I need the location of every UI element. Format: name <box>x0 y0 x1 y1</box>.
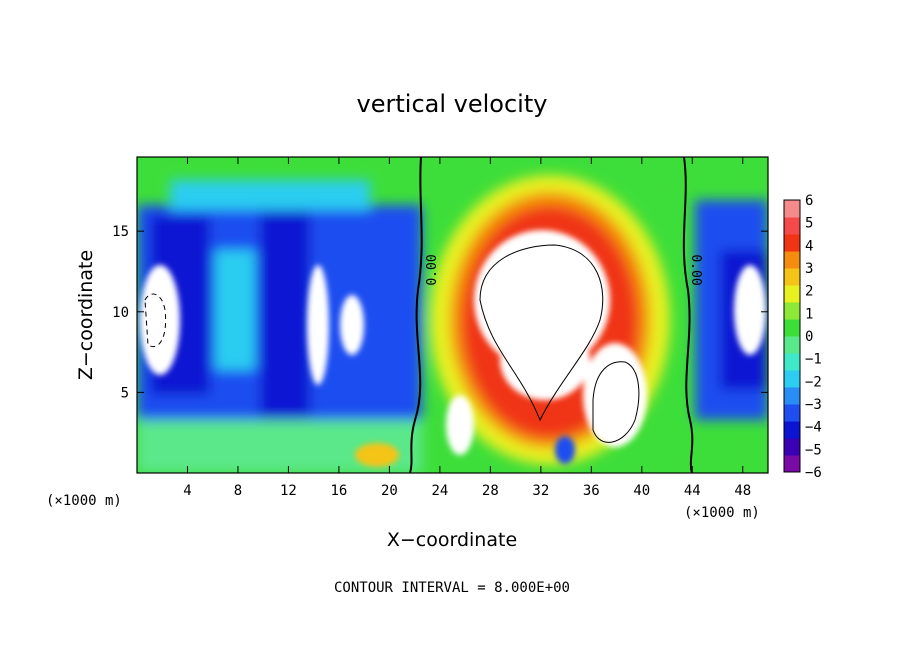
colorbar-swatch <box>784 285 800 303</box>
colorbar-swatch <box>784 421 800 439</box>
colorbar-tick-label: −4 <box>805 420 822 436</box>
x-tick-label: 40 <box>633 483 650 499</box>
x-unit-label: (×1000 m) <box>46 493 122 509</box>
colorbar-swatch <box>784 200 800 218</box>
colorbar-tick-label: −2 <box>805 374 822 390</box>
colorbar-swatch <box>784 319 800 337</box>
colorbar-swatch <box>784 234 800 252</box>
x-tick-label: 4 <box>183 483 191 499</box>
colorbar-swatch <box>784 353 800 371</box>
colorbar-swatch <box>784 370 800 388</box>
colorbar-tick-label: −5 <box>805 442 822 458</box>
chart-title: vertical velocity <box>357 90 548 118</box>
colorbar-swatch <box>784 268 800 286</box>
colorbar-tick-label: 3 <box>805 261 813 277</box>
colorbar-swatch <box>784 336 800 354</box>
y-tick-label: 10 <box>112 305 129 321</box>
x-axis-ticks: 4 8 12 16 20 24 28 32 36 40 44 48 <box>183 157 751 499</box>
colorbar-tick-label: 4 <box>805 238 813 254</box>
x-tick-label: 36 <box>583 483 600 499</box>
y-tick-label: 5 <box>121 385 129 401</box>
colorbar-swatch <box>784 455 800 473</box>
colorbar-swatch <box>784 404 800 422</box>
colorbar: 6 5 4 3 2 1 0 −1 −2 −3 −4 −5 −6 <box>783 193 822 481</box>
colorbar-tick-label: 6 <box>805 193 813 209</box>
y-axis-label: Z−coordinate <box>75 250 97 380</box>
x-tick-label: 28 <box>482 483 499 499</box>
y-unit-label: (×1000 m) <box>684 505 760 521</box>
plot-frame <box>136 156 769 474</box>
x-tick-label: 12 <box>280 483 297 499</box>
colorbar-tick-label: −6 <box>805 465 822 481</box>
contour-label-left: 0.00 <box>425 254 440 285</box>
colorbar-swatch <box>784 217 800 235</box>
colorbar-frame <box>783 199 801 473</box>
heatmap-field <box>137 157 768 473</box>
colorbar-tick-label: 1 <box>805 306 813 322</box>
x-tick-label: 32 <box>532 483 549 499</box>
x-tick-label: 48 <box>734 483 751 499</box>
x-tick-label: 20 <box>381 483 398 499</box>
x-tick-label: 16 <box>330 483 347 499</box>
y-axis-ticks: 5 10 15 <box>112 224 768 401</box>
colorbar-swatch <box>784 438 800 456</box>
contour-interval-note: CONTOUR INTERVAL = 8.000E+00 <box>334 580 570 596</box>
x-tick-label: 44 <box>684 483 701 499</box>
colorbar-tick-label: −3 <box>805 397 822 413</box>
colorbar-tick-label: 0 <box>805 329 813 345</box>
contour-label-right: 0.00 <box>688 254 703 285</box>
colorbar-tick-label: −1 <box>805 352 822 368</box>
colorbar-swatch <box>784 251 800 269</box>
x-tick-label: 24 <box>431 483 448 499</box>
y-tick-label: 15 <box>112 224 129 240</box>
colorbar-tick-label: 5 <box>805 216 813 232</box>
x-tick-label: 8 <box>234 483 242 499</box>
x-axis-label: X−coordinate <box>387 529 517 551</box>
colorbar-swatch <box>784 302 800 320</box>
colorbar-tick-label: 2 <box>805 284 813 300</box>
colorbar-swatch <box>784 387 800 405</box>
